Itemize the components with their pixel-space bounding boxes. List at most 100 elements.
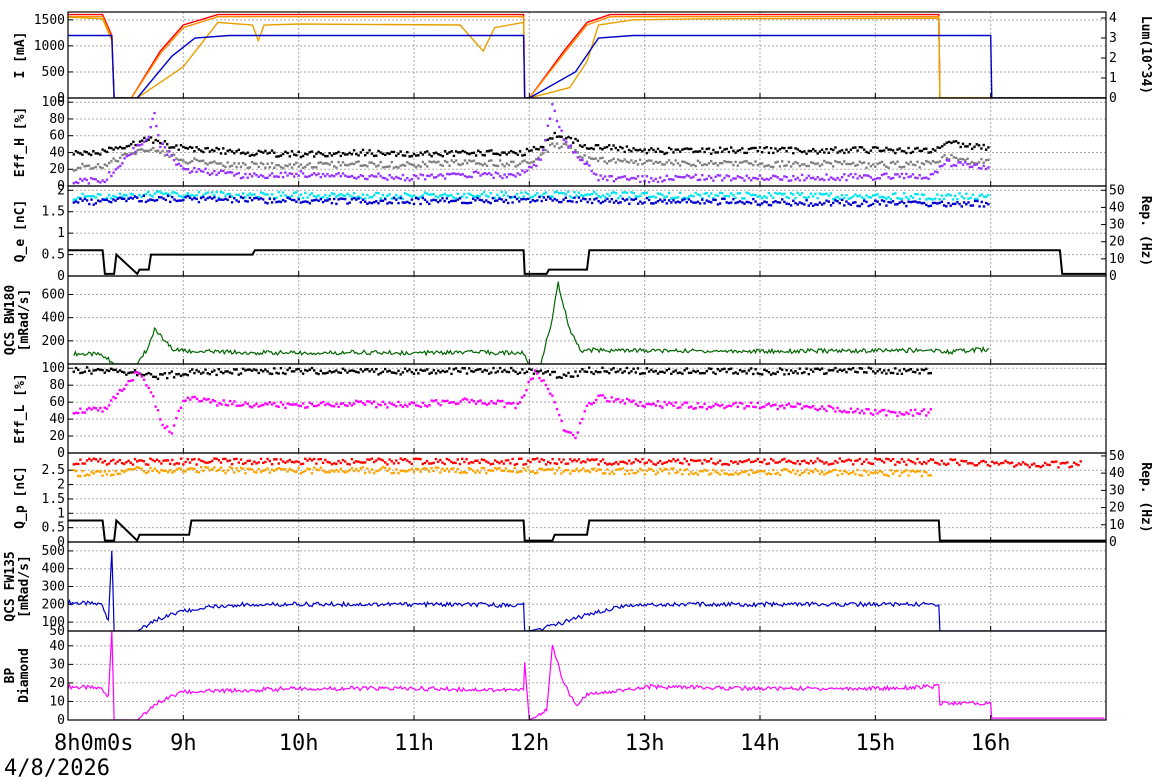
data-point (964, 145, 967, 148)
data-point (957, 141, 960, 145)
data-point (687, 198, 691, 201)
data-point (961, 163, 965, 166)
data-point (239, 372, 243, 375)
data-point (716, 461, 720, 464)
data-point (803, 196, 806, 199)
data-point (681, 372, 684, 375)
data-point (364, 368, 367, 371)
y-tick-label: 30 (49, 657, 65, 672)
data-point (849, 459, 853, 462)
y-tick-label: 100 (42, 95, 65, 110)
data-point (614, 161, 617, 164)
data-point (734, 151, 737, 154)
data-point (540, 379, 543, 383)
data-point (326, 162, 329, 165)
data-point (883, 369, 886, 372)
data-point (500, 460, 503, 463)
data-point (558, 192, 561, 195)
data-point (885, 172, 888, 175)
data-point (641, 404, 644, 407)
data-point (361, 370, 365, 373)
data-point (876, 370, 879, 373)
data-point (542, 146, 545, 149)
data-point (674, 460, 677, 463)
data-point (262, 461, 265, 464)
data-point (153, 460, 156, 463)
data-point (553, 131, 556, 135)
data-point (883, 473, 886, 476)
data-point (304, 165, 307, 169)
data-point (131, 193, 135, 196)
data-point (659, 404, 662, 408)
data-point (623, 402, 627, 405)
data-point (838, 150, 841, 153)
data-point (654, 177, 657, 181)
data-point (468, 159, 471, 162)
data-point (885, 414, 888, 417)
data-point (222, 399, 225, 402)
data-point (569, 136, 573, 140)
data-point (375, 191, 378, 195)
data-point (357, 460, 360, 463)
data-point (927, 151, 930, 154)
data-point (208, 150, 212, 153)
data-point (562, 138, 566, 142)
data-point (905, 161, 908, 164)
data-point (456, 458, 459, 461)
data-point (259, 161, 263, 165)
data-point (723, 472, 726, 475)
data-point (140, 195, 143, 199)
data-point (514, 165, 517, 168)
data-point (947, 140, 951, 144)
data-point (179, 467, 183, 471)
data-point (734, 201, 737, 205)
data-point (468, 367, 471, 370)
data-point (1026, 463, 1029, 467)
data-point (961, 158, 965, 161)
y-axis-label: Eff_H [%] (13, 107, 28, 177)
data-point (257, 175, 260, 178)
data-point (639, 158, 642, 161)
data-point (315, 404, 318, 408)
data-point (594, 370, 598, 373)
data-point (116, 197, 119, 200)
data-point (625, 145, 629, 148)
data-point (911, 200, 915, 203)
data-point (168, 146, 171, 149)
data-point (836, 474, 839, 477)
data-point (450, 401, 453, 404)
data-point (522, 467, 525, 470)
data-point (72, 182, 75, 185)
data-point (562, 142, 566, 145)
data-point (516, 153, 519, 156)
data-point (812, 195, 815, 198)
data-point (738, 460, 742, 463)
data-point (410, 155, 413, 158)
data-point (432, 152, 436, 155)
data-point (264, 149, 267, 153)
data-point (270, 201, 274, 204)
data-point (887, 176, 890, 179)
data-point (516, 372, 519, 376)
data-point (634, 471, 638, 475)
data-point (344, 174, 347, 177)
data-point (273, 166, 276, 169)
data-point (502, 469, 505, 472)
data-point (783, 457, 786, 461)
data-point (175, 416, 178, 420)
data-point (366, 458, 369, 461)
data-point (594, 157, 598, 160)
data-point (849, 471, 853, 475)
data-point (392, 371, 396, 374)
data-point (189, 398, 192, 401)
data-point (388, 401, 391, 404)
data-point (184, 146, 187, 150)
data-point (127, 371, 130, 375)
data-point (281, 403, 285, 406)
data-point (736, 149, 739, 153)
data-point (330, 463, 334, 466)
data-point (625, 397, 629, 401)
data-point (781, 193, 784, 196)
data-point (215, 146, 218, 150)
data-point (569, 375, 573, 378)
